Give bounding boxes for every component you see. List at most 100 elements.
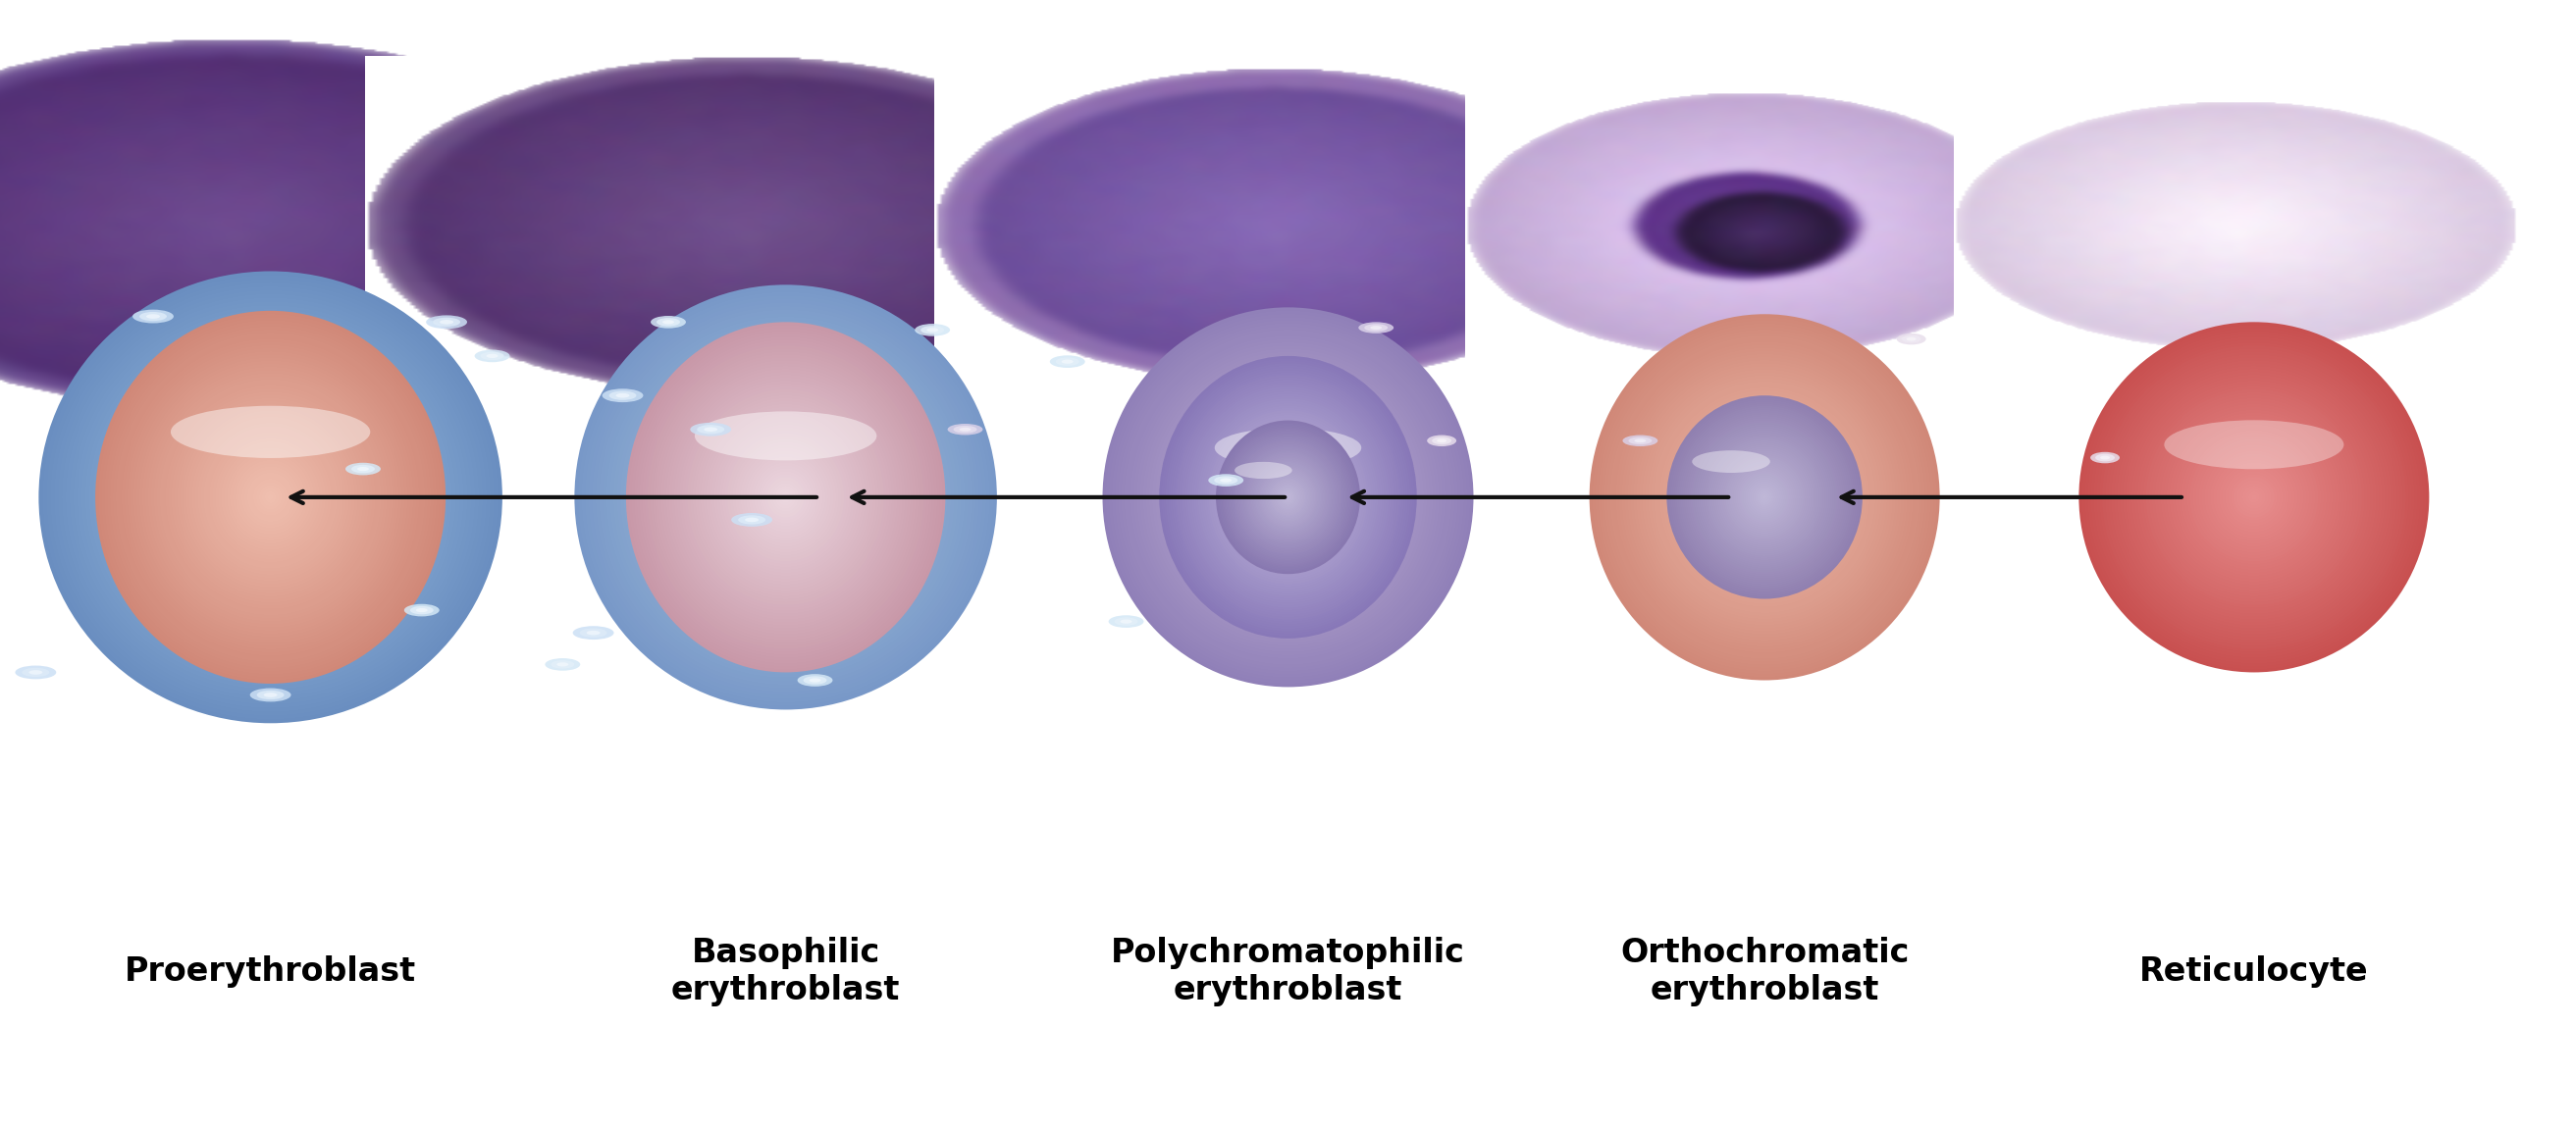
Ellipse shape [920,325,945,334]
Ellipse shape [209,432,332,563]
Ellipse shape [1249,454,1327,539]
Ellipse shape [1224,428,1352,566]
Ellipse shape [755,466,817,529]
Ellipse shape [1602,327,1927,668]
Ellipse shape [1115,617,1139,626]
Ellipse shape [701,403,871,591]
Ellipse shape [1182,390,1394,605]
Ellipse shape [1198,398,1378,596]
Ellipse shape [770,479,801,514]
Ellipse shape [701,412,871,582]
Ellipse shape [2215,459,2293,536]
Ellipse shape [809,678,822,683]
Ellipse shape [1270,478,1306,516]
Ellipse shape [1703,434,1826,560]
Text: Orthochromatic
erythroblast: Orthochromatic erythroblast [1620,937,1909,1007]
Ellipse shape [1700,431,1829,564]
Ellipse shape [93,324,448,670]
Ellipse shape [652,351,920,643]
Ellipse shape [358,467,368,471]
Ellipse shape [744,518,760,522]
Ellipse shape [116,347,425,647]
Ellipse shape [216,444,325,550]
Ellipse shape [1669,398,1860,597]
Ellipse shape [188,410,353,584]
Ellipse shape [1628,437,1651,444]
Ellipse shape [209,437,332,557]
Ellipse shape [222,449,319,546]
Ellipse shape [1185,384,1391,610]
Text: Reticulocyte: Reticulocyte [2138,956,2370,988]
Ellipse shape [1636,363,1893,632]
Ellipse shape [1672,401,1857,593]
Ellipse shape [739,447,832,547]
Ellipse shape [211,435,330,559]
Ellipse shape [2231,473,2277,521]
Ellipse shape [1906,337,1917,341]
Ellipse shape [2128,372,2380,623]
Ellipse shape [147,366,394,627]
Ellipse shape [1285,494,1291,501]
Ellipse shape [714,418,858,576]
Ellipse shape [1607,332,1922,662]
Ellipse shape [636,333,935,661]
Ellipse shape [2208,451,2300,544]
Ellipse shape [1592,318,1937,677]
Ellipse shape [1749,481,1780,513]
Ellipse shape [1759,492,1770,503]
Ellipse shape [721,427,850,567]
Ellipse shape [587,631,600,635]
Ellipse shape [1056,357,1079,366]
Ellipse shape [39,271,502,723]
Ellipse shape [175,394,366,600]
Ellipse shape [178,407,363,588]
Ellipse shape [716,426,855,568]
Ellipse shape [59,290,484,704]
Ellipse shape [1283,490,1296,504]
Ellipse shape [747,459,824,536]
Ellipse shape [1716,446,1814,548]
Ellipse shape [757,469,814,525]
Ellipse shape [587,299,984,695]
Ellipse shape [222,444,319,550]
Ellipse shape [1113,316,1463,678]
Ellipse shape [487,354,497,358]
Ellipse shape [1185,393,1391,601]
Ellipse shape [2107,351,2401,643]
Ellipse shape [1193,399,1383,596]
Ellipse shape [1687,416,1842,579]
Ellipse shape [1216,425,1360,570]
Ellipse shape [85,316,456,678]
Ellipse shape [2138,381,2370,614]
Ellipse shape [1280,489,1296,505]
Ellipse shape [1257,464,1319,530]
Ellipse shape [255,481,286,513]
Ellipse shape [1229,434,1347,560]
Ellipse shape [1692,420,1837,573]
Ellipse shape [1721,452,1808,542]
Ellipse shape [111,327,430,668]
Ellipse shape [131,362,410,633]
Ellipse shape [2099,342,2409,652]
Ellipse shape [724,431,848,564]
Ellipse shape [641,339,930,654]
Ellipse shape [404,603,440,617]
Ellipse shape [183,403,358,590]
Ellipse shape [206,428,335,565]
Ellipse shape [1687,418,1842,576]
Ellipse shape [611,320,961,675]
Ellipse shape [1659,388,1870,607]
Ellipse shape [670,381,902,614]
Ellipse shape [1244,453,1332,541]
Ellipse shape [23,668,49,677]
Ellipse shape [1200,401,1376,593]
Ellipse shape [1901,336,1922,342]
Ellipse shape [1662,390,1868,603]
Ellipse shape [1278,486,1298,509]
Ellipse shape [696,411,876,460]
Ellipse shape [1695,424,1834,571]
Ellipse shape [1236,442,1340,553]
Ellipse shape [698,409,873,585]
Ellipse shape [1682,411,1847,583]
Ellipse shape [1244,450,1332,545]
